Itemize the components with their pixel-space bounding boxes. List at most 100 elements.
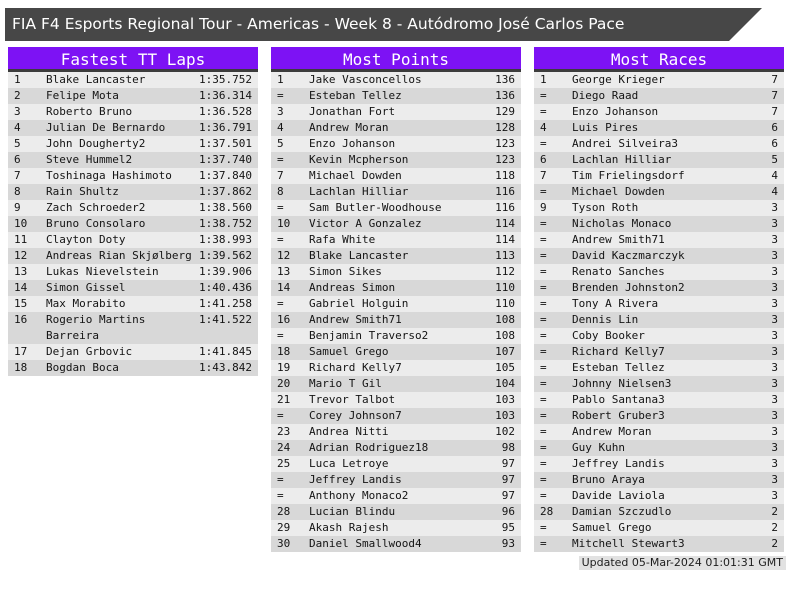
driver-name: Samuel Grego bbox=[309, 345, 389, 358]
driver-name: Andrei Silveira3 bbox=[572, 137, 678, 150]
table-row: = Johnny Nielsen3 3 bbox=[534, 376, 784, 392]
table-row: = Sam Butler-Woodhouse 116 bbox=[271, 200, 521, 216]
rank-cell: 17 bbox=[14, 345, 28, 358]
driver-name: Diego Raad bbox=[572, 89, 639, 102]
driver-name: Benjamin Traverso2 bbox=[309, 329, 429, 342]
value-cell: 3 bbox=[771, 329, 778, 342]
table-row: 6 Lachlan Hilliar 5 bbox=[534, 152, 784, 168]
value-cell: 1:43.842 bbox=[199, 361, 252, 374]
table-row: = Diego Raad 7 bbox=[534, 88, 784, 104]
rank-cell: 5 bbox=[277, 137, 284, 150]
driver-name: George Krieger bbox=[572, 73, 665, 86]
table-row: 2 Felipe Mota 1:36.314 bbox=[8, 88, 258, 104]
table-row: 4 Julian De Bernardo 1:36.791 bbox=[8, 120, 258, 136]
rank-cell: = bbox=[540, 281, 547, 294]
driver-name: Mitchell Stewart3 bbox=[572, 537, 685, 550]
value-cell: 3 bbox=[771, 425, 778, 438]
driver-name: Rafa White bbox=[309, 233, 376, 246]
table-row: 7 Toshinaga Hashimoto 1:37.840 bbox=[8, 168, 258, 184]
board-title-fastest-tt-laps: Fastest TT Laps bbox=[8, 47, 258, 72]
driver-name: Lachlan Hilliar bbox=[309, 185, 409, 198]
table-row: 13 Lukas Nievelstein 1:39.906 bbox=[8, 264, 258, 280]
value-cell: 98 bbox=[501, 441, 515, 454]
value-cell: 3 bbox=[771, 473, 778, 486]
value-cell: 1:38.560 bbox=[199, 201, 252, 214]
value-cell: 1:38.752 bbox=[199, 217, 252, 230]
table-row: 10 Victor A Gonzalez 114 bbox=[271, 216, 521, 232]
table-row: 4 Andrew Moran 128 bbox=[271, 120, 521, 136]
value-cell: 1:35.752 bbox=[199, 73, 252, 86]
value-cell: 1:37.840 bbox=[199, 169, 252, 182]
driver-name: Gabriel Holguin bbox=[309, 297, 409, 310]
value-cell: 113 bbox=[495, 249, 515, 262]
rank-cell: = bbox=[540, 457, 547, 470]
fastest-tt-laps-rows: 1 Blake Lancaster 1:35.752 2 Felipe Mota 1:36… bbox=[8, 72, 258, 376]
table-row: = Brenden Johnston2 3 bbox=[534, 280, 784, 296]
driver-name: Simon Gissel bbox=[46, 281, 126, 294]
rank-cell: = bbox=[540, 185, 547, 198]
table-row: = Andrew Smith71 3 bbox=[534, 232, 784, 248]
most-points-board: Most Points 1 Jake Vasconcellos 136 = Esteba… bbox=[271, 47, 521, 552]
rank-cell: = bbox=[277, 473, 284, 486]
driver-name: Felipe Mota bbox=[46, 89, 119, 102]
value-cell: 6 bbox=[771, 137, 778, 150]
fastest-tt-laps-board: Fastest TT Laps 1 Blake Lancaster 1:35.752… bbox=[8, 47, 258, 552]
value-cell: 136 bbox=[495, 73, 515, 86]
value-cell: 7 bbox=[771, 89, 778, 102]
value-cell: 97 bbox=[501, 457, 515, 470]
table-row: 15 Max Morabito 1:41.258 bbox=[8, 296, 258, 312]
driver-name: Rain Shultz bbox=[46, 185, 119, 198]
value-cell: 93 bbox=[501, 537, 515, 550]
driver-name: Michael Dowden bbox=[572, 185, 665, 198]
table-row: 6 Steve Hummel2 1:37.740 bbox=[8, 152, 258, 168]
value-cell: 114 bbox=[495, 233, 515, 246]
driver-name: Rogerio Martins Barreira bbox=[46, 313, 146, 342]
driver-name: Brenden Johnston2 bbox=[572, 281, 685, 294]
driver-name: Johnny Nielsen3 bbox=[572, 377, 672, 390]
table-row: = Esteban Tellez 3 bbox=[534, 360, 784, 376]
table-row: 7 Michael Dowden 118 bbox=[271, 168, 521, 184]
rank-cell: 7 bbox=[14, 169, 21, 182]
driver-name: Luis Pires bbox=[572, 121, 639, 134]
value-cell: 3 bbox=[771, 457, 778, 470]
driver-name: Simon Sikes bbox=[309, 265, 382, 278]
table-row: = Tony A Rivera 3 bbox=[534, 296, 784, 312]
driver-name: Kevin Mcpherson bbox=[309, 153, 409, 166]
rank-cell: 13 bbox=[277, 265, 291, 278]
rank-cell: = bbox=[540, 441, 547, 454]
driver-name: Max Morabito bbox=[46, 297, 126, 310]
rank-cell: = bbox=[277, 329, 284, 342]
table-row: 9 Zach Schroeder2 1:38.560 bbox=[8, 200, 258, 216]
table-row: 7 Tim Frielingsdorf 4 bbox=[534, 168, 784, 184]
rank-cell: 1 bbox=[14, 73, 21, 86]
table-row: = Nicholas Monaco 3 bbox=[534, 216, 784, 232]
driver-name: Jake Vasconcellos bbox=[309, 73, 422, 86]
rank-cell: = bbox=[540, 489, 547, 502]
driver-name: Bruno Consolaro bbox=[46, 217, 146, 230]
driver-name: Samuel Grego bbox=[572, 521, 652, 534]
driver-name: Daniel Smallwood4 bbox=[309, 537, 422, 550]
value-cell: 2 bbox=[771, 521, 778, 534]
rank-cell: 10 bbox=[277, 217, 291, 230]
table-row: 29 Akash Rajesh 95 bbox=[271, 520, 521, 536]
rank-cell: 16 bbox=[277, 313, 291, 326]
rank-cell: 2 bbox=[14, 89, 21, 102]
rank-cell: = bbox=[277, 89, 284, 102]
rank-cell: 14 bbox=[14, 281, 28, 294]
rank-cell: 11 bbox=[14, 233, 28, 246]
driver-name: Sam Butler-Woodhouse bbox=[309, 201, 442, 214]
rank-cell: 9 bbox=[14, 201, 21, 214]
table-row: = Guy Kuhn 3 bbox=[534, 440, 784, 456]
rank-cell: = bbox=[540, 473, 547, 486]
value-cell: 3 bbox=[771, 233, 778, 246]
table-row: 19 Richard Kelly7 105 bbox=[271, 360, 521, 376]
value-cell: 3 bbox=[771, 393, 778, 406]
table-row: = Richard Kelly7 3 bbox=[534, 344, 784, 360]
rank-cell: 6 bbox=[540, 153, 547, 166]
rank-cell: 5 bbox=[14, 137, 21, 150]
table-row: 3 Roberto Bruno 1:36.528 bbox=[8, 104, 258, 120]
driver-name: Mario T Gil bbox=[309, 377, 382, 390]
value-cell: 1:41.522 bbox=[199, 313, 252, 326]
driver-name: Julian De Bernardo bbox=[46, 121, 166, 134]
driver-name: Esteban Tellez bbox=[309, 89, 402, 102]
